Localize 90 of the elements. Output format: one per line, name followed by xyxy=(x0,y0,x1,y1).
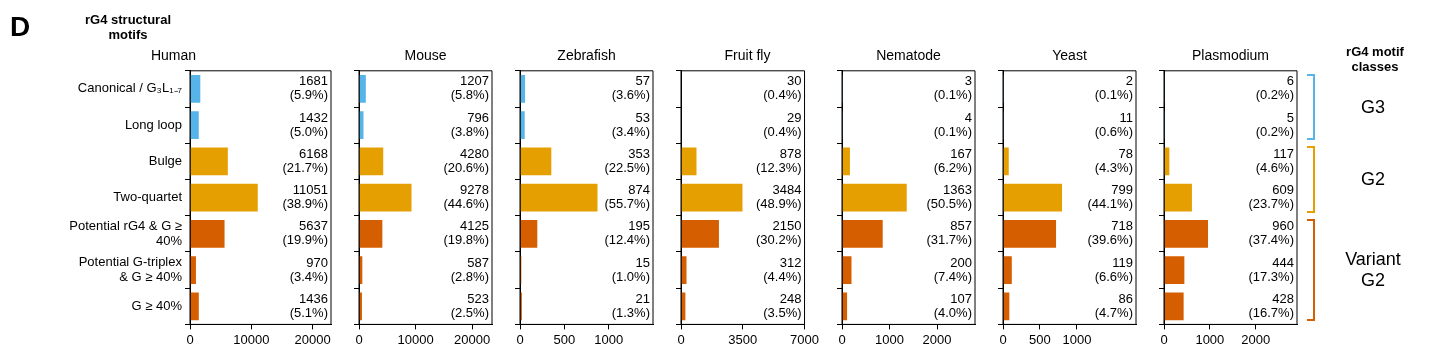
data-label: 874 (55.7%) xyxy=(604,182,650,212)
data-label: 6168 (21.7%) xyxy=(282,145,328,175)
data-label: 1432 (5.0%) xyxy=(289,109,328,139)
data-label: 4280 (20.6%) xyxy=(443,145,489,175)
x-tick-label: 2000 xyxy=(922,331,952,347)
data-label: 857 (31.7%) xyxy=(926,218,972,248)
data-label: 312 (4.4%) xyxy=(763,254,802,284)
chart-title: Zebrafish xyxy=(557,47,616,64)
x-tick-label: 20000 xyxy=(454,331,491,347)
data-label: 86 (4.7%) xyxy=(1094,290,1133,320)
data-label: 53 (3.4%) xyxy=(611,109,650,139)
data-label: 29 (0.4%) xyxy=(763,109,802,139)
data-label: 796 (3.8%) xyxy=(450,109,489,139)
data-label: 248 (3.5%) xyxy=(763,290,802,320)
chart-title: Plasmodium xyxy=(1191,47,1270,64)
data-label: 15 (1.0%) xyxy=(611,254,650,284)
y-tick-label: G ≥ 40% xyxy=(131,297,183,313)
x-tick-label: 7000 xyxy=(790,331,819,347)
x-tick-label: 10000 xyxy=(233,331,270,347)
y-tick-label: Canonical / G₃L₁₋₇ xyxy=(77,80,183,96)
y-axis-title: rG4 structural motifs xyxy=(85,11,171,42)
x-tick-label: 0 xyxy=(516,331,524,347)
x-tick-label: 1000 xyxy=(594,331,624,347)
chart-title: Yeast xyxy=(1052,47,1087,64)
text: G3 xyxy=(1360,95,1386,119)
data-label: 4 (0.1%) xyxy=(933,109,972,139)
data-label: 119 (6.6%) xyxy=(1094,254,1133,284)
data-label: 5 (0.2%) xyxy=(1255,109,1294,139)
data-label: 523 (2.5%) xyxy=(450,290,489,320)
x-tick-label: 1000 xyxy=(1062,331,1092,347)
data-label: 5637 (19.9%) xyxy=(282,218,328,248)
data-label: 1363 (50.5%) xyxy=(926,182,972,212)
x-tick-label: 10000 xyxy=(397,331,434,347)
x-tick-label: 1000 xyxy=(1195,331,1225,347)
data-label: 2 (0.1%) xyxy=(1094,73,1133,103)
data-label: 9278 (44.6%) xyxy=(443,182,489,212)
data-label: 4125 (19.8%) xyxy=(443,218,489,248)
text: G2 xyxy=(1360,168,1386,191)
x-tick-label: 0 xyxy=(677,331,685,347)
chart-title: Human xyxy=(150,47,197,64)
data-label: 107 (4.0%) xyxy=(933,290,972,320)
data-label: 200 (7.4%) xyxy=(933,254,972,284)
x-tick-label: 0 xyxy=(186,331,194,347)
y-tick-label: Potential rG4 & G ≥ 40% xyxy=(69,217,183,249)
data-label: 428 (16.7%) xyxy=(1248,290,1294,320)
x-tick-label: 500 xyxy=(1029,331,1051,347)
data-label: 57 (3.6%) xyxy=(611,73,650,103)
x-tick-label: 0 xyxy=(1160,331,1168,347)
data-label: 78 (4.3%) xyxy=(1094,145,1133,175)
chart-title: Fruit fly xyxy=(724,47,771,64)
chart-title: Nematode xyxy=(876,47,942,64)
text: D xyxy=(10,10,31,42)
y-tick-label: Potential G-triplex & G ≥ 40% xyxy=(78,253,183,285)
data-label: 1681 (5.9%) xyxy=(289,73,328,103)
x-tick-label: 0 xyxy=(355,331,363,347)
y-tick-label: Bulge xyxy=(148,152,182,168)
data-label: 444 (17.3%) xyxy=(1248,254,1294,284)
data-label: 167 (6.2%) xyxy=(933,145,972,175)
data-label: 117 (4.6%) xyxy=(1255,145,1294,175)
data-label: 2150 (30.2%) xyxy=(756,218,802,248)
text: rG4 motif classes xyxy=(1345,44,1405,74)
x-tick-label: 500 xyxy=(553,331,576,347)
chart-title: Mouse xyxy=(404,47,447,64)
data-label: 878 (12.3%) xyxy=(756,145,802,175)
data-label: 3 (0.1%) xyxy=(933,73,972,103)
data-label: 195 (12.4%) xyxy=(604,218,650,248)
x-tick-label: 3500 xyxy=(728,331,758,347)
x-tick-label: 2000 xyxy=(1241,331,1271,347)
data-label: 609 (23.7%) xyxy=(1248,182,1294,212)
data-label: 970 (3.4%) xyxy=(289,254,328,284)
y-tick-label: Long loop xyxy=(124,116,182,132)
text: Variant G2 xyxy=(1344,248,1402,293)
data-label: 21 (1.3%) xyxy=(611,290,650,320)
x-tick-label: 0 xyxy=(838,331,846,347)
x-tick-label: 0 xyxy=(999,331,1007,347)
data-label: 1207 (5.8%) xyxy=(450,73,489,103)
data-label: 960 (37.4%) xyxy=(1248,218,1294,248)
data-label: 11 (0.6%) xyxy=(1094,109,1133,139)
data-label: 30 (0.4%) xyxy=(763,73,802,103)
y-tick-label: Two-quartet xyxy=(113,189,183,205)
x-tick-label: 20000 xyxy=(294,331,331,347)
data-label: 1436 (5.1%) xyxy=(289,290,328,320)
data-label: 11051 (38.9%) xyxy=(282,182,328,212)
data-label: 3484 (48.9%) xyxy=(756,182,802,212)
x-tick-label: 1000 xyxy=(875,331,904,347)
data-label: 799 (44.1%) xyxy=(1087,182,1133,212)
data-label: 353 (22.5%) xyxy=(604,145,650,175)
data-label: 718 (39.6%) xyxy=(1087,218,1133,248)
data-label: 6 (0.2%) xyxy=(1255,73,1294,103)
data-label: 587 (2.8%) xyxy=(450,254,489,284)
